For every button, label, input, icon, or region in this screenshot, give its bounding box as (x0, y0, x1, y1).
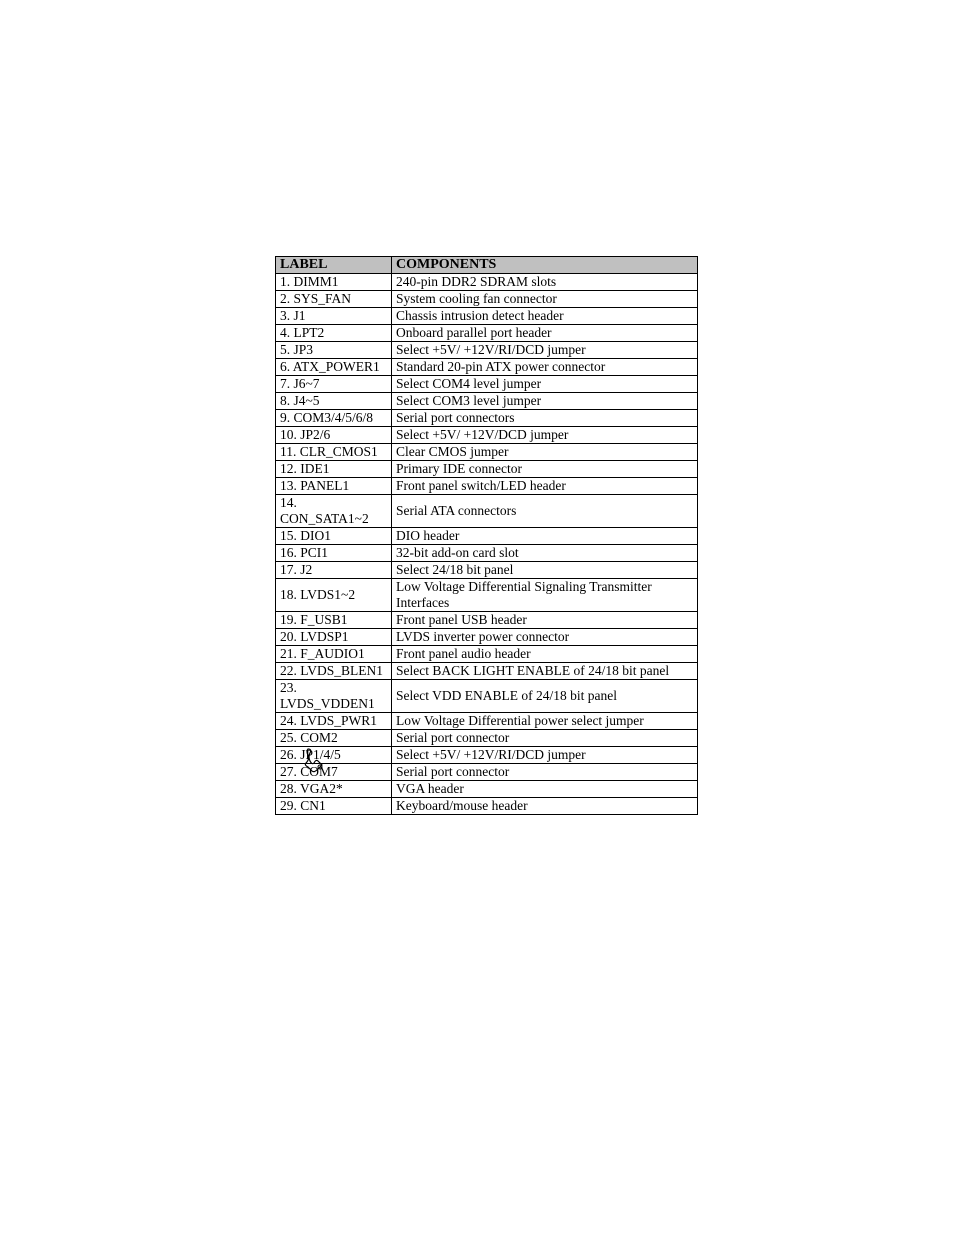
cell-component: Front panel switch/LED header (392, 478, 698, 495)
cell-component: Chassis intrusion detect header (392, 308, 698, 325)
cell-component: Select +5V/ +12V/RI/DCD jumper (392, 342, 698, 359)
table-row: 17. J2Select 24/18 bit panel (276, 562, 698, 579)
table-body: 1. DIMM1240-pin DDR2 SDRAM slots 2. SYS_… (276, 274, 698, 815)
table-row: 16. PCI132-bit add-on card slot (276, 545, 698, 562)
table-row: 3. J1Chassis intrusion detect header (276, 308, 698, 325)
cell-label: 25. COM2 (276, 730, 392, 747)
table-row: 6. ATX_POWER1Standard 20-pin ATX power c… (276, 359, 698, 376)
components-table: LABEL COMPONENTS 1. DIMM1240-pin DDR2 SD… (275, 256, 698, 815)
cell-component: Serial port connector (392, 730, 698, 747)
cell-label: 22. LVDS_BLEN1 (276, 663, 392, 680)
cell-label: 4. LPT2 (276, 325, 392, 342)
cell-component: 32-bit add-on card slot (392, 545, 698, 562)
note-icon (300, 745, 330, 775)
cell-component: Select COM4 level jumper (392, 376, 698, 393)
cell-component: Select VDD ENABLE of 24/18 bit panel (392, 680, 698, 713)
cell-component: System cooling fan connector (392, 291, 698, 308)
table-row: 20. LVDSP1LVDS inverter power connector (276, 629, 698, 646)
cell-component: Select BACK LIGHT ENABLE of 24/18 bit pa… (392, 663, 698, 680)
table-row: 26. JP1/4/5Select +5V/ +12V/RI/DCD jumpe… (276, 747, 698, 764)
cell-component: DIO header (392, 528, 698, 545)
cell-component: Select +5V/ +12V/RI/DCD jumper (392, 747, 698, 764)
table-row: 11. CLR_CMOS1Clear CMOS jumper (276, 444, 698, 461)
table-row: 2. SYS_FANSystem cooling fan connector (276, 291, 698, 308)
cell-component: Low Voltage Differential Signaling Trans… (392, 579, 698, 612)
table-row: 18. LVDS1~2Low Voltage Differential Sign… (276, 579, 698, 612)
cell-label: 7. J6~7 (276, 376, 392, 393)
cell-label: 10. JP2/6 (276, 427, 392, 444)
cell-component: Serial port connector (392, 764, 698, 781)
cell-component: Select COM3 level jumper (392, 393, 698, 410)
table-row: 12. IDE1Primary IDE connector (276, 461, 698, 478)
cell-label: 24. LVDS_PWR1 (276, 713, 392, 730)
cell-component: LVDS inverter power connector (392, 629, 698, 646)
cell-label: 17. J2 (276, 562, 392, 579)
cell-label: 15. DIO1 (276, 528, 392, 545)
cell-label: 16. PCI1 (276, 545, 392, 562)
table-row: 9. COM3/4/5/6/8Serial port connectors (276, 410, 698, 427)
cell-component: Keyboard/mouse header (392, 798, 698, 815)
cell-label: 23. LVDS_VDDEN1 (276, 680, 392, 713)
cell-label: 11. CLR_CMOS1 (276, 444, 392, 461)
cell-label: 2. SYS_FAN (276, 291, 392, 308)
table-row: 7. J6~7Select COM4 level jumper (276, 376, 698, 393)
table-row: 13. PANEL1Front panel switch/LED header (276, 478, 698, 495)
table-row: 5. JP3Select +5V/ +12V/RI/DCD jumper (276, 342, 698, 359)
cell-label: 26. JP1/4/5 (276, 747, 392, 764)
table-row: 28. VGA2*VGA header (276, 781, 698, 798)
table-row: 4. LPT2Onboard parallel port header (276, 325, 698, 342)
cell-label: 3. J1 (276, 308, 392, 325)
table-row: 1. DIMM1240-pin DDR2 SDRAM slots (276, 274, 698, 291)
cell-component: Serial port connectors (392, 410, 698, 427)
table-row: 10. JP2/6Select +5V/ +12V/DCD jumper (276, 427, 698, 444)
cell-component: Standard 20-pin ATX power connector (392, 359, 698, 376)
table-row: 15. DIO1DIO header (276, 528, 698, 545)
table-row: 8. J4~5Select COM3 level jumper (276, 393, 698, 410)
cell-label: 29. CN1 (276, 798, 392, 815)
cell-label: 28. VGA2* (276, 781, 392, 798)
table-row: 27. COM7Serial port connector (276, 764, 698, 781)
cell-label: 6. ATX_POWER1 (276, 359, 392, 376)
table-row: 29. CN1Keyboard/mouse header (276, 798, 698, 815)
cell-component: Front panel USB header (392, 612, 698, 629)
header-label: LABEL (276, 257, 392, 274)
cell-label: 18. LVDS1~2 (276, 579, 392, 612)
cell-component: Onboard parallel port header (392, 325, 698, 342)
table-row: 22. LVDS_BLEN1Select BACK LIGHT ENABLE o… (276, 663, 698, 680)
cell-component: Clear CMOS jumper (392, 444, 698, 461)
cell-label: 21. F_AUDIO1 (276, 646, 392, 663)
table-row: 19. F_USB1Front panel USB header (276, 612, 698, 629)
cell-component: 240-pin DDR2 SDRAM slots (392, 274, 698, 291)
table-row: 21. F_AUDIO1Front panel audio header (276, 646, 698, 663)
cell-label: 13. PANEL1 (276, 478, 392, 495)
table-header-row: LABEL COMPONENTS (276, 257, 698, 274)
cell-component: Serial ATA connectors (392, 495, 698, 528)
cell-component: VGA header (392, 781, 698, 798)
cell-label: 5. JP3 (276, 342, 392, 359)
cell-label: 12. IDE1 (276, 461, 392, 478)
cell-label: 19. F_USB1 (276, 612, 392, 629)
cell-label: 14. CON_SATA1~2 (276, 495, 392, 528)
table-row: 25. COM2Serial port connector (276, 730, 698, 747)
table-row: 23. LVDS_VDDEN1Select VDD ENABLE of 24/1… (276, 680, 698, 713)
cell-label: 20. LVDSP1 (276, 629, 392, 646)
cell-component: Primary IDE connector (392, 461, 698, 478)
header-components: COMPONENTS (392, 257, 698, 274)
cell-label: 9. COM3/4/5/6/8 (276, 410, 392, 427)
cell-component: Select 24/18 bit panel (392, 562, 698, 579)
table-row: 14. CON_SATA1~2Serial ATA connectors (276, 495, 698, 528)
table-row: 24. LVDS_PWR1Low Voltage Differential po… (276, 713, 698, 730)
cell-label: 1. DIMM1 (276, 274, 392, 291)
components-table-container: LABEL COMPONENTS 1. DIMM1240-pin DDR2 SD… (275, 256, 698, 815)
cell-component: Low Voltage Differential power select ju… (392, 713, 698, 730)
cell-component: Front panel audio header (392, 646, 698, 663)
cell-component: Select +5V/ +12V/DCD jumper (392, 427, 698, 444)
cell-label: 8. J4~5 (276, 393, 392, 410)
cell-label: 27. COM7 (276, 764, 392, 781)
